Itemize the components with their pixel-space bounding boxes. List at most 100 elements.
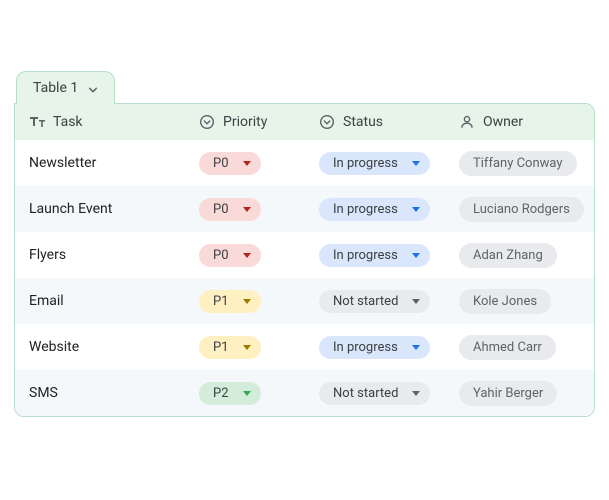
status-chip[interactable]: In progress bbox=[319, 152, 430, 175]
status-label: In progress bbox=[319, 244, 398, 267]
cell-priority: P0 bbox=[199, 198, 319, 221]
cell-task[interactable]: Flyers bbox=[15, 247, 199, 263]
cell-task[interactable]: SMS bbox=[15, 385, 199, 401]
table-row: Flyers P0 In progress Adan Zhang bbox=[15, 232, 594, 278]
task-name: SMS bbox=[29, 385, 58, 401]
status-chip[interactable]: Not started bbox=[319, 382, 430, 405]
column-header-priority-label: Priority bbox=[223, 114, 267, 130]
priority-chip[interactable]: P2 bbox=[199, 382, 261, 405]
owner-chip[interactable]: Tiffany Conway bbox=[459, 151, 577, 176]
column-header-priority[interactable]: Priority bbox=[199, 114, 319, 130]
priority-label: P2 bbox=[199, 382, 229, 405]
cell-status: In progress bbox=[319, 244, 459, 267]
priority-chip[interactable]: P0 bbox=[199, 152, 261, 175]
owner-name: Adan Zhang bbox=[473, 248, 543, 263]
dropdown-icon bbox=[199, 114, 215, 130]
owner-chip[interactable]: Adan Zhang bbox=[459, 243, 557, 268]
priority-chip[interactable]: P1 bbox=[199, 336, 261, 359]
table-row: Newsletter P0 In progress Tiffany Conway bbox=[15, 140, 594, 186]
cell-owner: Adan Zhang bbox=[459, 243, 594, 268]
owner-chip[interactable]: Kole Jones bbox=[459, 289, 551, 314]
dropdown-arrow-icon bbox=[239, 345, 261, 350]
dropdown-arrow-icon bbox=[239, 207, 261, 212]
priority-label: P1 bbox=[199, 290, 229, 313]
task-name: Newsletter bbox=[29, 155, 96, 171]
cell-task[interactable]: Launch Event bbox=[15, 201, 199, 217]
cell-task[interactable]: Website bbox=[15, 339, 199, 355]
dropdown-arrow-icon bbox=[408, 299, 430, 304]
cell-priority: P1 bbox=[199, 336, 319, 359]
owner-name: Luciano Rodgers bbox=[473, 202, 570, 217]
owner-name: Yahir Berger bbox=[473, 386, 543, 401]
cell-status: In progress bbox=[319, 336, 459, 359]
table-tab[interactable]: Table 1 bbox=[16, 71, 115, 104]
priority-label: P0 bbox=[199, 152, 229, 175]
column-header-status-label: Status bbox=[343, 114, 383, 130]
status-label: Not started bbox=[319, 290, 398, 313]
status-label: In progress bbox=[319, 198, 398, 221]
table-panel: Task Priority Status Owner New bbox=[14, 103, 595, 417]
status-chip[interactable]: In progress bbox=[319, 336, 430, 359]
table-body: Newsletter P0 In progress Tiffany Conway Lau… bbox=[15, 140, 594, 416]
dropdown-arrow-icon bbox=[408, 207, 430, 212]
cell-owner: Ahmed Carr bbox=[459, 335, 594, 360]
dropdown-arrow-icon bbox=[239, 299, 261, 304]
table-row: WebsiteP1 In progress Ahmed Carr bbox=[15, 324, 594, 370]
priority-chip[interactable]: P0 bbox=[199, 198, 261, 221]
dropdown-arrow-icon bbox=[408, 345, 430, 350]
cell-priority: P0 bbox=[199, 244, 319, 267]
cell-status: Not started bbox=[319, 290, 459, 313]
status-label: In progress bbox=[319, 336, 398, 359]
priority-label: P0 bbox=[199, 244, 229, 267]
cell-status: In progress bbox=[319, 152, 459, 175]
owner-name: Ahmed Carr bbox=[473, 340, 542, 355]
column-header-owner-label: Owner bbox=[483, 114, 523, 130]
task-name: Flyers bbox=[29, 247, 66, 263]
status-chip[interactable]: In progress bbox=[319, 244, 430, 267]
cell-task[interactable]: Newsletter bbox=[15, 155, 199, 171]
task-name: Email bbox=[29, 293, 64, 309]
column-header-status[interactable]: Status bbox=[319, 114, 459, 130]
cell-status: In progress bbox=[319, 198, 459, 221]
owner-name: Tiffany Conway bbox=[473, 156, 563, 171]
table-row: Launch Event P0 In progress Luciano Rodgers bbox=[15, 186, 594, 232]
table-row: SMS P2 Not started Yahir Berger bbox=[15, 370, 594, 416]
owner-chip[interactable]: Luciano Rodgers bbox=[459, 197, 584, 222]
table-row: Email P1 Not started Kole Jones bbox=[15, 278, 594, 324]
person-icon bbox=[459, 114, 475, 130]
status-chip[interactable]: In progress bbox=[319, 198, 430, 221]
cell-owner: Yahir Berger bbox=[459, 381, 594, 406]
status-label: Not started bbox=[319, 382, 398, 405]
status-label: In progress bbox=[319, 152, 398, 175]
dropdown-arrow-icon bbox=[239, 161, 261, 166]
status-chip[interactable]: Not started bbox=[319, 290, 430, 313]
priority-chip[interactable]: P0 bbox=[199, 244, 261, 267]
priority-chip[interactable]: P1 bbox=[199, 290, 261, 313]
column-header-owner[interactable]: Owner bbox=[459, 114, 594, 130]
chevron-down-icon bbox=[88, 83, 98, 93]
cell-priority: P1 bbox=[199, 290, 319, 313]
dropdown-arrow-icon bbox=[408, 391, 430, 396]
cell-owner: Tiffany Conway bbox=[459, 151, 594, 176]
owner-chip[interactable]: Yahir Berger bbox=[459, 381, 557, 406]
cell-status: Not started bbox=[319, 382, 459, 405]
owner-chip[interactable]: Ahmed Carr bbox=[459, 335, 556, 360]
column-header-task[interactable]: Task bbox=[15, 114, 199, 130]
dropdown-arrow-icon bbox=[239, 391, 261, 396]
task-name: Launch Event bbox=[29, 201, 112, 217]
dropdown-arrow-icon bbox=[239, 253, 261, 258]
priority-label: P1 bbox=[199, 336, 229, 359]
dropdown-arrow-icon bbox=[408, 253, 430, 258]
text-type-icon bbox=[29, 114, 45, 130]
owner-name: Kole Jones bbox=[473, 294, 537, 309]
cell-owner: Luciano Rodgers bbox=[459, 197, 594, 222]
table-header-row: Task Priority Status Owner bbox=[15, 104, 594, 140]
dropdown-arrow-icon bbox=[408, 161, 430, 166]
dropdown-icon bbox=[319, 114, 335, 130]
cell-owner: Kole Jones bbox=[459, 289, 594, 314]
column-header-task-label: Task bbox=[53, 114, 83, 130]
cell-priority: P0 bbox=[199, 152, 319, 175]
cell-priority: P2 bbox=[199, 382, 319, 405]
cell-task[interactable]: Email bbox=[15, 293, 199, 309]
priority-label: P0 bbox=[199, 198, 229, 221]
